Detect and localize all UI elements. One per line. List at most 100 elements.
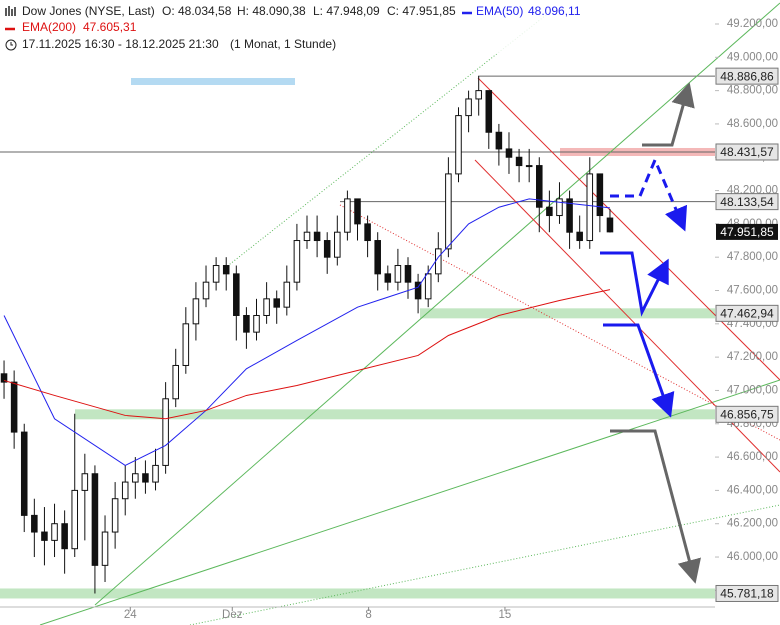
clock-icon [10, 42, 13, 46]
trend-line [39, 379, 780, 625]
trend-line [224, 7, 556, 269]
ohlc: H: 48.090,38 [237, 4, 306, 18]
candle-body [263, 298, 270, 316]
level-label-box [715, 405, 779, 423]
arrow [600, 251, 669, 317]
x-tick-label: 24 [124, 609, 137, 621]
level-label-box [715, 584, 779, 602]
candle-body [283, 281, 291, 308]
candle-body [243, 314, 250, 333]
y-tick-label: 46.200,00 [727, 518, 778, 530]
legend-bg [0, 0, 560, 54]
candle-body [374, 240, 381, 275]
candle-body [182, 323, 190, 366]
candle-body [546, 206, 553, 217]
trend-line [94, 2, 780, 606]
candle-body [586, 173, 594, 242]
candle-body [61, 523, 68, 550]
legend-label: EMA(50) [476, 4, 523, 18]
candle-body [71, 489, 79, 550]
level-label: 48.133,54 [720, 195, 774, 209]
candle-body [465, 98, 472, 117]
level-label: 47.462,94 [720, 307, 774, 321]
y-tick-label: 47.200,00 [727, 351, 778, 363]
y-tick-label: 48.800,00 [727, 85, 778, 97]
candle-body [414, 281, 422, 300]
candle-body [172, 364, 179, 400]
candle-body [192, 298, 200, 325]
candle-body [596, 173, 604, 217]
candle-body [455, 115, 462, 175]
y-tick-label: 46.600,00 [727, 451, 778, 463]
candle-body [445, 173, 452, 250]
interval: (1 Monat, 1 Stunde) [230, 37, 336, 51]
candle-body [536, 165, 543, 208]
candle-body [91, 473, 99, 566]
candle-body [10, 381, 18, 433]
level-label: 46.856,75 [720, 407, 774, 421]
legend-value: 48.096,11 [528, 4, 581, 18]
candle-body [525, 165, 533, 168]
level-band [420, 308, 715, 319]
ema-line [3, 289, 611, 420]
candle-body [505, 148, 513, 158]
candle-body [202, 281, 210, 300]
current-price-box [716, 223, 778, 240]
x-tick-label: Dez [222, 609, 243, 621]
arrow [603, 323, 675, 418]
candle-body [424, 273, 432, 300]
candle-body [212, 265, 220, 283]
candle-body [142, 473, 149, 483]
channel-line [477, 77, 780, 381]
candle-body [162, 398, 169, 466]
candle-body [101, 531, 109, 566]
x-tick-label: 8 [365, 609, 371, 621]
candle-body [566, 198, 573, 233]
legend: Dow Jones (NYSE, Last) O: 48.034,58 H: 4… [0, 0, 581, 54]
candle-body [515, 156, 523, 167]
candle-body [293, 240, 301, 283]
candle-body [41, 531, 48, 541]
level-label-box [715, 67, 779, 85]
level-band [0, 588, 715, 599]
candle-body [485, 90, 493, 133]
candle-body [606, 217, 614, 233]
plot [0, 76, 614, 594]
candle-body [31, 514, 38, 533]
y-tick-label: 47.600,00 [727, 285, 778, 297]
clock-icon [5, 39, 17, 51]
candle-body [222, 265, 230, 275]
y-tick-label: 47.000,00 [727, 384, 778, 396]
candle-body [556, 198, 563, 217]
ohlc: L: 47.948,09 [313, 4, 380, 18]
legend-label: EMA(200) [22, 20, 76, 34]
ema-line [3, 198, 611, 466]
date-range: 17.11.2025 16:30 - 18.12.2025 21:30 [22, 37, 219, 51]
candle-body [495, 131, 503, 150]
instrument-icon [5, 6, 16, 16]
y-tick-label: 48.600,00 [727, 118, 778, 130]
candle-body [576, 231, 583, 242]
candle-body [253, 314, 260, 333]
candle-body [51, 523, 58, 541]
level-label-box [715, 304, 779, 322]
y-tick-label: 49.200,00 [727, 18, 778, 30]
arrow [610, 429, 701, 584]
candle-body [81, 473, 89, 491]
annotations [39, 2, 780, 625]
level-label-box [715, 193, 779, 211]
candle-body [364, 223, 371, 242]
candle-body [313, 231, 321, 242]
candle-body [152, 464, 159, 483]
candle-body [394, 265, 402, 283]
y-tick-label: 47.800,00 [727, 251, 778, 263]
candle-body [273, 298, 280, 308]
level-label: 48.886,86 [720, 69, 774, 83]
arrow [610, 156, 688, 232]
level-label: 48.431,57 [720, 145, 774, 159]
x-tick-label: 15 [499, 609, 512, 621]
candle-body [404, 265, 412, 283]
candle-body [323, 240, 331, 258]
arrow [642, 82, 695, 147]
y-tick-label: 46.000,00 [727, 551, 778, 563]
